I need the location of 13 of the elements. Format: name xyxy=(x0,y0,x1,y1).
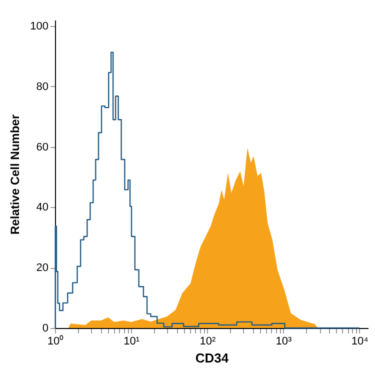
x-tick-label: 10⁰ xyxy=(47,334,64,348)
x-tick-label: 10¹ xyxy=(124,336,140,348)
x-tick-label: 10² xyxy=(200,336,216,348)
y-tick-label: 80 xyxy=(36,80,48,93)
y-tick-label: 100 xyxy=(30,20,48,33)
y-tick-label: 40 xyxy=(36,202,48,214)
y-tick-label: 0 xyxy=(42,322,48,334)
y-axis-title: Relative Cell Number xyxy=(8,114,22,235)
x-tick-label: 10⁴ xyxy=(351,336,369,348)
x-axis-title: CD34 xyxy=(195,350,230,366)
y-tick-label: 60 xyxy=(36,141,48,154)
y-tick-label: 20 xyxy=(36,262,48,274)
x-tick-label: 10³ xyxy=(276,336,292,348)
